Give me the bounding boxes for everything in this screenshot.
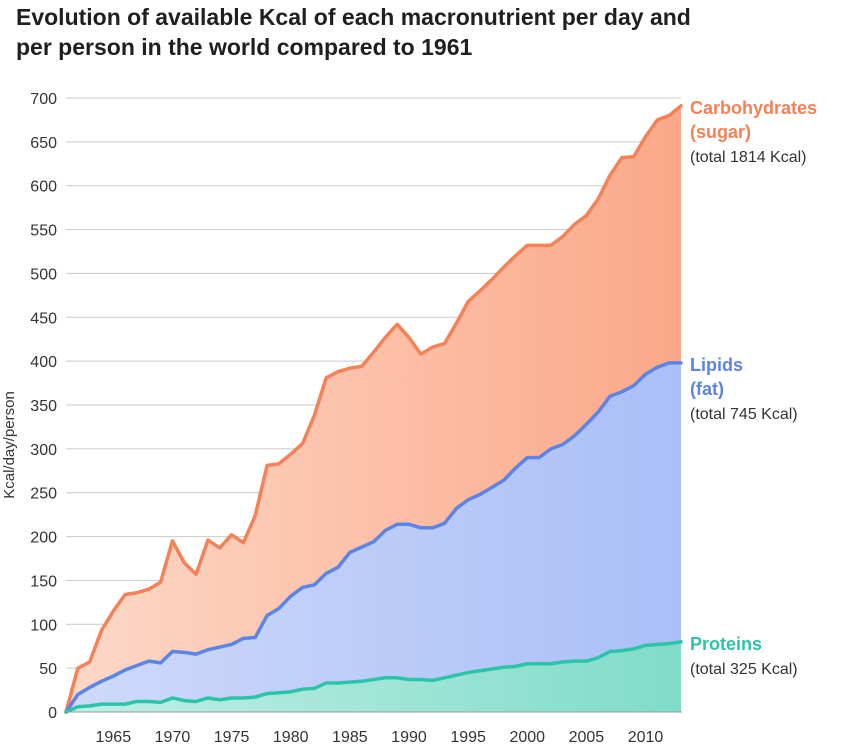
x-axis-ticks: 1965 1970 1975 1980 1985 1990 1995 2000 2005 2010 xyxy=(96,729,664,746)
y-tick-label: 350 xyxy=(30,398,57,415)
series-lines xyxy=(64,104,683,714)
y-tick-label: 0 xyxy=(48,705,57,722)
series-label-carbohydrates: Carbohydrates (sugar) (total 1814 Kcal) xyxy=(690,98,817,166)
y-tick-label: 600 xyxy=(30,179,57,196)
line-proteins xyxy=(64,640,683,714)
line-lipids xyxy=(64,361,683,714)
y-tick-label: 400 xyxy=(30,354,57,371)
x-tick-label: 1970 xyxy=(155,729,191,746)
area-lipids xyxy=(66,362,681,712)
y-tick-label: 550 xyxy=(30,223,57,240)
y-axis-label: Kcal/day/person xyxy=(1,391,18,499)
series-name: Lipids xyxy=(690,355,743,375)
x-tick-label: 1990 xyxy=(391,729,427,746)
x-tick-label: 2000 xyxy=(509,729,545,746)
x-tick-label: 1985 xyxy=(332,729,368,746)
series-label-lipids: Lipids (fat) (total 745 Kcal) xyxy=(690,355,798,423)
chart-title: Evolution of available Kcal of each macr… xyxy=(16,4,691,60)
x-tick-label: 2010 xyxy=(628,729,664,746)
series-label-proteins: Proteins (total 325 Kcal) xyxy=(690,634,798,678)
y-tick-label: 700 xyxy=(30,91,57,108)
y-tick-label: 200 xyxy=(30,530,57,547)
x-tick-label: 1965 xyxy=(96,729,132,746)
series-name: (fat) xyxy=(690,379,724,399)
series-name: Proteins xyxy=(690,634,762,654)
y-tick-label: 50 xyxy=(39,661,57,678)
series-total: (total 325 Kcal) xyxy=(690,661,798,678)
y-tick-label: 500 xyxy=(30,266,57,283)
x-tick-label: 1975 xyxy=(214,729,250,746)
series-total: (total 1814 Kcal) xyxy=(690,149,807,166)
y-axis-ticks: 0 50 100 150 200 250 300 350 400 450 500 550 600 650 7… xyxy=(30,91,57,722)
x-tick-label: 1995 xyxy=(450,729,486,746)
x-tick-label: 1980 xyxy=(273,729,309,746)
series-total: (total 745 Kcal) xyxy=(690,406,798,423)
y-tick-label: 450 xyxy=(30,310,57,327)
area-fills xyxy=(66,105,681,712)
y-tick-label: 100 xyxy=(30,617,57,634)
area-proteins xyxy=(66,641,681,712)
series-name: Carbohydrates xyxy=(690,98,817,118)
y-tick-label: 300 xyxy=(30,442,57,459)
x-tick-label: 2005 xyxy=(569,729,605,746)
series-name: (sugar) xyxy=(690,122,751,142)
y-tick-label: 250 xyxy=(30,486,57,503)
series-labels: Carbohydrates (sugar) (total 1814 Kcal) Lip… xyxy=(690,98,817,678)
y-tick-label: 650 xyxy=(30,135,57,152)
y-tick-label: 150 xyxy=(30,573,57,590)
line-carbohydrates xyxy=(64,104,683,714)
